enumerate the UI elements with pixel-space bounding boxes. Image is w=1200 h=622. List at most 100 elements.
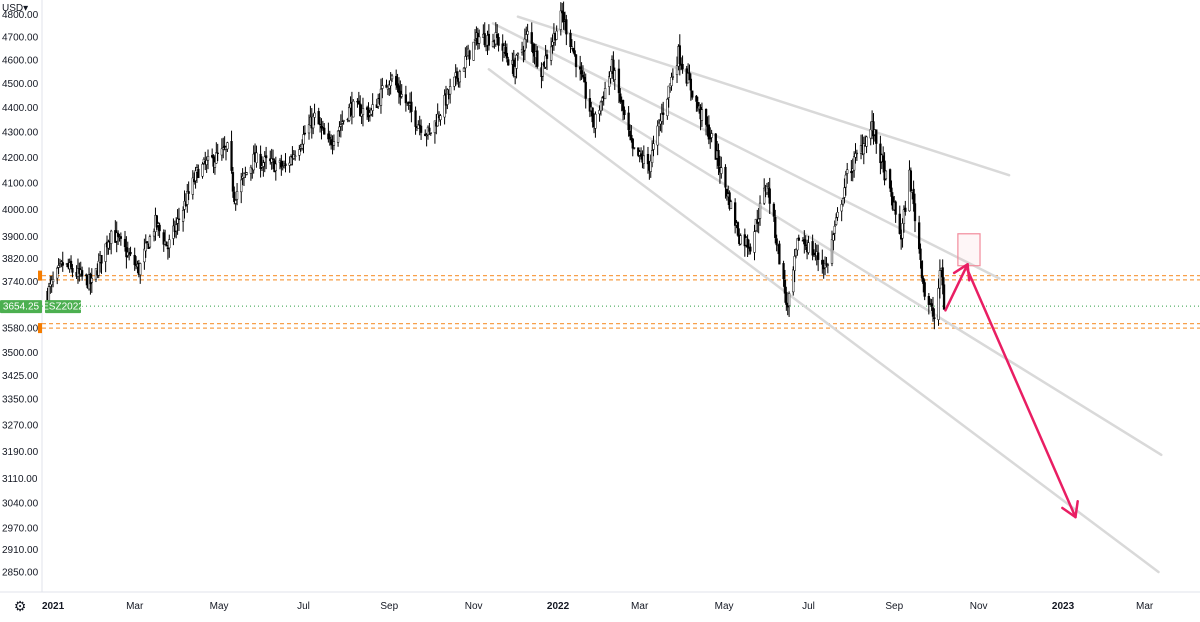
price-axis-tick: 4600.00 [2, 55, 39, 66]
price-axis-tick: 3820.00 [2, 254, 39, 265]
candle-body [226, 142, 229, 150]
candle-body [216, 152, 219, 154]
candle-body [483, 33, 486, 46]
candle-body [565, 19, 568, 35]
candle-body [365, 107, 369, 110]
candle-body [767, 187, 770, 189]
candle-body [352, 100, 355, 118]
candle-body [584, 81, 587, 99]
candle-body [923, 282, 926, 297]
candle-body [110, 230, 113, 244]
candle-body [307, 124, 311, 134]
chevron-down-icon: ▾ [23, 3, 29, 14]
candle-body [379, 88, 383, 106]
candle-body [428, 127, 431, 132]
candle-body [145, 241, 149, 243]
price-axis-tick: 3270.00 [2, 420, 39, 431]
candle-body [678, 45, 681, 65]
candle-body [834, 217, 838, 225]
candle-body [234, 200, 237, 204]
currency-selector[interactable]: USD▾ [2, 3, 28, 14]
candle-body [497, 36, 500, 46]
candle-body [785, 292, 788, 305]
candle-body [187, 191, 190, 194]
candle-body [205, 160, 208, 165]
candle-body [439, 115, 442, 121]
candle-body [700, 109, 704, 121]
candle-body [133, 254, 136, 266]
chart-grid [0, 0, 1200, 593]
candle-body [581, 74, 585, 78]
trendline-lower-channel [487, 68, 1160, 574]
price-axis[interactable]: 4800.00 4700.00 4600.00 4500.00 4400.00 4300.… [2, 10, 39, 579]
candle-body [298, 149, 301, 156]
time-axis-tick: Jul [802, 601, 815, 612]
candle-body [168, 239, 171, 249]
time-axis-tick: Jul [297, 601, 310, 612]
candle-body [281, 166, 284, 168]
candle-body [783, 279, 787, 294]
price-axis-tick: 3580.00 [2, 324, 39, 335]
candle-body [631, 138, 634, 149]
candle-body [119, 236, 123, 239]
candle-body [516, 53, 520, 56]
last-price-badge-bg [0, 300, 42, 314]
candle-body [768, 188, 771, 204]
time-axis[interactable]: 2021 Mar May Jul Sep Nov 2022 Mar May Jul Sep Nov 20… [42, 601, 1154, 612]
candle-body [913, 203, 917, 222]
candle-body [609, 71, 612, 79]
time-axis-tick: Sep [885, 601, 903, 612]
projection-drawings[interactable] [944, 233, 1079, 519]
candle-body [255, 152, 258, 164]
candle-body [675, 65, 679, 75]
candle-body [639, 153, 643, 157]
candle-body [425, 134, 428, 137]
candle-body [152, 231, 156, 237]
candle-body [840, 204, 843, 212]
candle-body [836, 211, 839, 218]
price-axis-tick: 3425.00 [2, 371, 39, 382]
target-zone-box [957, 233, 981, 267]
candle-body [47, 286, 51, 301]
candle-body [559, 10, 562, 30]
symbol-badge-label: ESZ2022 [42, 302, 84, 313]
candle-body [792, 269, 795, 293]
time-axis-tick: Mar [1136, 601, 1154, 612]
candle-body [807, 242, 810, 253]
price-axis-tick: 4800.00 [2, 10, 39, 21]
candle-body [144, 242, 147, 252]
candle-body [707, 124, 711, 140]
candle-body [746, 238, 749, 248]
candle-body [720, 167, 723, 174]
candle-body [418, 124, 421, 127]
candle-body [617, 68, 621, 94]
candle-body [97, 260, 100, 276]
candle-body [473, 38, 477, 41]
price-axis-tick: 3500.00 [2, 348, 39, 359]
candle-body [850, 171, 853, 174]
time-axis-tick: May [210, 601, 229, 612]
candle-body [591, 107, 594, 123]
candle-body [165, 241, 168, 247]
candle-body [941, 267, 944, 286]
last-price-value: 3654.25 [3, 302, 40, 313]
candle-body [318, 123, 322, 126]
candle-body [158, 224, 161, 232]
candle-body [525, 34, 528, 40]
trendlines[interactable] [487, 15, 1163, 574]
arrow-head-icon [1061, 500, 1079, 519]
candle-body [61, 262, 64, 266]
candle-body [271, 158, 275, 160]
candle-body [100, 255, 103, 264]
candle-body [811, 241, 814, 256]
candle-body [342, 120, 345, 122]
candle-body [371, 104, 374, 111]
candle-body [313, 112, 316, 118]
candle-body [468, 50, 471, 60]
candle-body [570, 46, 574, 49]
support-resistance-levels[interactable] [38, 270, 1200, 334]
gear-icon[interactable]: ⚙ [13, 599, 27, 615]
price-axis-tick: 4200.00 [2, 153, 39, 164]
